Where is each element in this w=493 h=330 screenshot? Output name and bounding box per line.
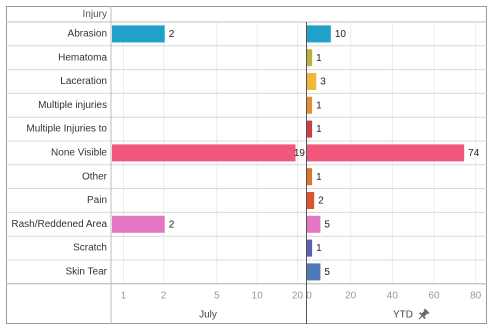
bar-value-label: 2 xyxy=(169,29,175,40)
category-label: Rash/Reddened Area xyxy=(11,219,107,230)
x-tick-label: 20 xyxy=(345,291,357,302)
bar[interactable] xyxy=(112,215,165,233)
bar[interactable] xyxy=(307,49,313,67)
bar[interactable] xyxy=(307,25,331,43)
row-header-label: Injury xyxy=(83,9,107,20)
bar[interactable] xyxy=(307,120,313,138)
bar[interactable] xyxy=(307,73,317,90)
category-label: Scratch xyxy=(73,243,107,254)
category-label: Multiple injuries xyxy=(38,100,107,111)
bar-value-label: 10 xyxy=(335,29,347,40)
category-label: Laceration xyxy=(60,76,107,87)
x-tick-label: 80 xyxy=(470,291,482,302)
category-label: Pain xyxy=(87,195,107,206)
category-label: Multiple Injuries to xyxy=(26,124,107,135)
bar-value-label: 5 xyxy=(324,219,330,230)
bar-value-label: 3 xyxy=(320,77,326,88)
axis-title-july: July xyxy=(199,310,217,321)
category-label: Skin Tear xyxy=(65,267,107,278)
bar-value-label: 1 xyxy=(316,172,322,183)
bar[interactable] xyxy=(112,25,165,43)
bar-value-label: 1 xyxy=(316,124,322,135)
bar-value-label: 74 xyxy=(468,148,480,159)
x-tick-label: 2 xyxy=(161,291,167,302)
bar-value-label: 2 xyxy=(169,219,175,230)
axis-title-ytd: YTD xyxy=(393,310,413,321)
category-label: Hematoma xyxy=(58,52,107,63)
bar[interactable] xyxy=(307,96,313,114)
x-tick-label: 20 xyxy=(292,291,304,302)
bar[interactable] xyxy=(307,263,321,281)
bar-value-label: 19 xyxy=(294,148,306,159)
x-tick-label: 5 xyxy=(214,291,220,302)
bar[interactable] xyxy=(307,239,313,257)
category-label: None Visible xyxy=(51,148,107,159)
bar[interactable] xyxy=(112,144,296,162)
bar-value-label: 1 xyxy=(316,243,322,254)
bar[interactable] xyxy=(307,215,321,233)
bar-value-label: 5 xyxy=(324,267,330,278)
category-label: Abrasion xyxy=(68,29,107,40)
x-tick-label: 60 xyxy=(428,291,440,302)
bar-value-label: 2 xyxy=(318,196,324,207)
bar[interactable] xyxy=(307,144,465,162)
x-tick-label: 10 xyxy=(252,291,264,302)
category-label: Other xyxy=(82,171,108,182)
x-tick-label: 1 xyxy=(121,291,127,302)
bar-value-label: 1 xyxy=(316,100,322,111)
bar[interactable] xyxy=(307,168,313,186)
x-tick-label: 40 xyxy=(387,291,399,302)
bar[interactable] xyxy=(307,192,315,209)
bar-value-label: 1 xyxy=(316,53,322,64)
x-tick-label: 0 xyxy=(306,291,312,302)
